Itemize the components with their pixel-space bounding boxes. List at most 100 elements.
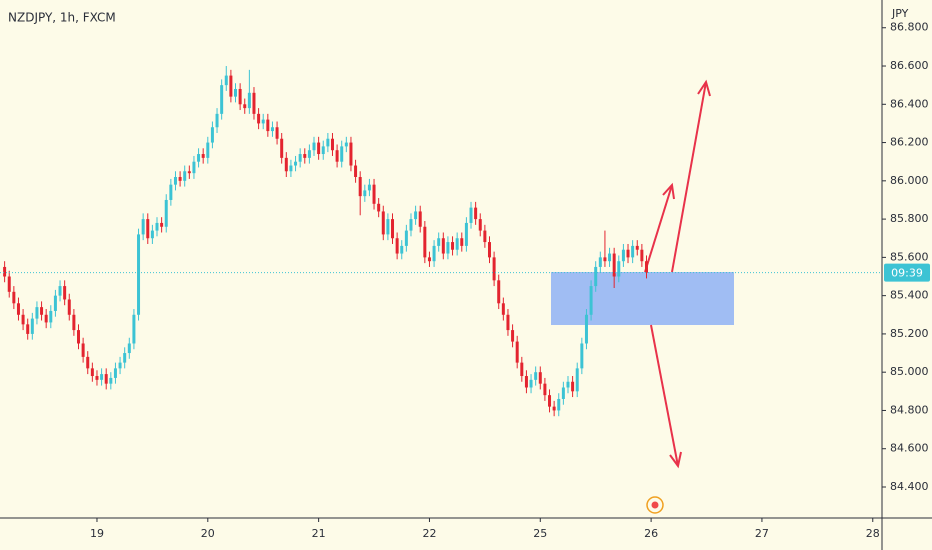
candle-body <box>621 249 625 262</box>
candle-body <box>612 253 616 277</box>
candle-body <box>363 190 367 197</box>
candle-body <box>377 203 381 212</box>
candle-body <box>238 88 242 105</box>
candle-body <box>104 374 108 384</box>
candle-body <box>72 314 76 331</box>
candle-body <box>446 242 450 254</box>
candle-body <box>414 211 418 220</box>
candle-body <box>524 376 528 388</box>
candle-body <box>626 249 630 258</box>
y-axis-label: JPY <box>891 7 909 20</box>
candle-body <box>169 184 173 200</box>
candle-body <box>474 207 478 220</box>
candle-body <box>206 142 210 158</box>
candle-body <box>35 307 39 319</box>
candle-body <box>395 238 399 254</box>
candle-body <box>460 238 464 246</box>
candle-body <box>594 266 598 287</box>
y-tick-label: 85.800 <box>890 212 929 225</box>
x-tick-label: 20 <box>201 527 215 540</box>
candle-body <box>270 127 274 132</box>
candle-body <box>229 75 233 97</box>
candle-body <box>86 356 90 369</box>
candle-body <box>90 368 94 377</box>
y-tick-label: 85.200 <box>890 327 929 340</box>
candle-body <box>150 230 154 239</box>
candle-body <box>224 75 228 86</box>
candle-body <box>95 376 99 380</box>
candle-body <box>261 119 265 124</box>
candle-body <box>349 142 353 166</box>
candle-body <box>183 171 187 181</box>
candle-body <box>113 368 117 378</box>
candle-body <box>427 257 431 262</box>
candle-body <box>469 207 473 223</box>
candle-body <box>234 88 238 97</box>
y-tick-label: 86.400 <box>890 97 929 110</box>
y-tick-label: 86.800 <box>890 21 929 34</box>
candle-body <box>123 353 127 363</box>
candle-body <box>141 219 145 235</box>
candle-body <box>197 154 201 162</box>
y-tick-label: 86.200 <box>890 136 929 149</box>
y-tick-label: 86.000 <box>890 174 929 187</box>
candles <box>3 66 648 417</box>
candle-body <box>307 150 311 158</box>
candle-body <box>132 314 136 344</box>
y-tick-label: 84.800 <box>890 403 929 416</box>
candle-body <box>7 276 11 292</box>
candle-body <box>266 119 270 132</box>
candle-body <box>561 387 565 399</box>
candle-body <box>483 230 487 243</box>
arrow-down <box>650 324 679 467</box>
candle-body <box>280 138 284 158</box>
candle-body <box>173 177 177 185</box>
candle-body <box>164 199 168 227</box>
zone-rectangle <box>551 272 734 325</box>
candle-body <box>631 245 635 258</box>
candle-body <box>303 154 307 158</box>
candle-body <box>566 381 570 388</box>
x-tick-label: 22 <box>422 527 436 540</box>
candle-body <box>548 395 552 407</box>
candle-body <box>178 177 182 181</box>
x-tick-label: 26 <box>644 527 658 540</box>
candle-body <box>12 291 16 304</box>
candle-body <box>137 234 141 315</box>
y-tick-label: 85.400 <box>890 289 929 302</box>
candle-body <box>386 219 390 235</box>
chart-title: NZDJPY, 1h, FXCM <box>8 11 116 25</box>
event-marker-dot <box>651 501 659 509</box>
arrows <box>644 79 711 469</box>
candle-body <box>640 249 644 262</box>
candle-body <box>520 362 524 377</box>
candle-body <box>589 286 593 315</box>
x-tick-label: 19 <box>90 527 104 540</box>
candle-body <box>492 257 496 281</box>
candle-body <box>275 127 279 139</box>
x-tick-label: 27 <box>755 527 769 540</box>
candle-body <box>580 343 584 369</box>
candle-body <box>538 372 542 384</box>
candle-body <box>326 138 330 147</box>
candle-body <box>603 257 607 262</box>
countdown-label: 09:39 <box>891 267 923 280</box>
candle-body <box>67 299 71 315</box>
candle-body <box>220 85 224 114</box>
candle-body <box>53 295 57 311</box>
candle-body <box>160 222 164 227</box>
candle-body <box>497 280 501 304</box>
candle-body <box>26 324 30 334</box>
arrow-up-long <box>671 81 707 273</box>
candle-body <box>330 138 334 151</box>
x-tick-label: 28 <box>866 527 880 540</box>
candle-body <box>557 398 561 411</box>
candle-body <box>210 127 214 143</box>
candle-body <box>63 286 67 300</box>
candle-body <box>598 257 602 267</box>
candle-body <box>77 330 81 344</box>
candle-body <box>340 146 344 162</box>
candle-body <box>478 219 482 231</box>
candle-body <box>21 314 25 325</box>
candle-body <box>487 242 491 258</box>
